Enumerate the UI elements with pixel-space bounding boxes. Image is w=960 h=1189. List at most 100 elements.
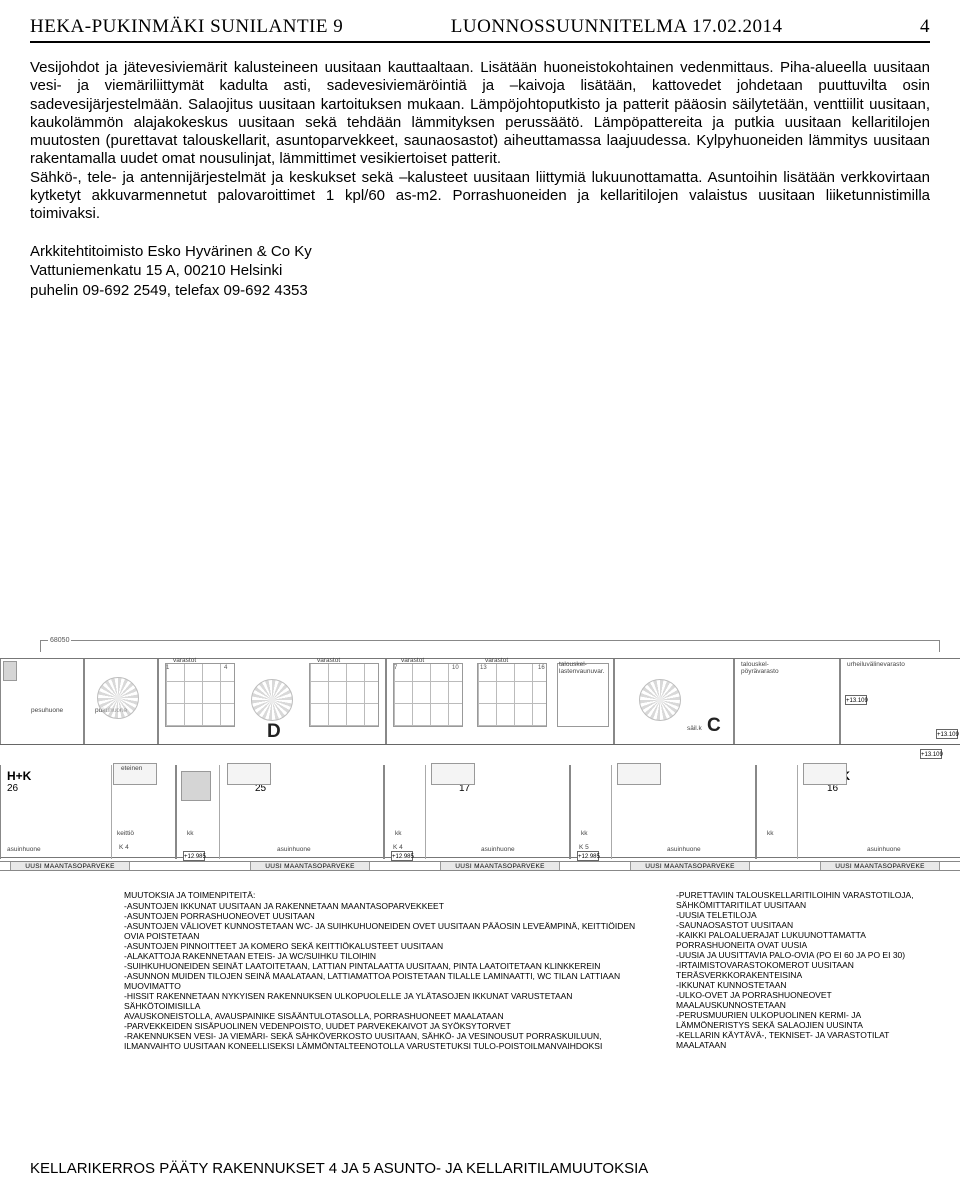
- notes-item: -IKKUNAT KUNNOSTETAAN: [676, 980, 936, 990]
- kk-label: kk: [581, 830, 588, 837]
- urheilu-label: urheiluvälinevarasto: [847, 661, 905, 668]
- eteinen: [227, 763, 271, 785]
- notes-title: MUUTOKSIA JA TOIMENPITEITÄ:: [124, 890, 644, 900]
- signature-block: Arkkitehtitoimisto Esko Hyvärinen & Co K…: [30, 242, 930, 301]
- storage-grid: [393, 663, 463, 727]
- notes-item: AVAUSKONEISTOLLA, AVAUSPAINIKE SISÄÄNTUL…: [124, 1011, 644, 1021]
- notes-item: -RAKENNUKSEN VESI- JA VIEMÄRI- SEKÄ SÄHK…: [124, 1031, 644, 1041]
- pesuhuone-label: pesuhuone: [31, 707, 63, 714]
- notes-item: -ULKO-OVET JA PORRASHUONEOVET MAALAUSKUN…: [676, 990, 936, 1010]
- sig-line-2: Vattuniemenkatu 15 A, 00210 Helsinki: [30, 261, 930, 281]
- unit-1: H+K 26 asuinhuone keittiö K 4 eteinen: [0, 765, 176, 859]
- varastot-label-4: varastot: [485, 657, 508, 664]
- kk-label: kk: [187, 830, 194, 837]
- notes-item: -ASUNTOJEN PINNOITTEET JA KOMERO SEKÄ KE…: [124, 941, 644, 951]
- notes-item: -SUIHKUHUONEIDEN SEINÄT LAATOITETAAN, LA…: [124, 961, 644, 971]
- parveke-seg: UUSI MAANTASOPARVEKE: [10, 862, 130, 870]
- elev-mark: +12.985: [391, 851, 413, 861]
- notes-item: -ASUNTOJEN VÄLIOVET KUNNOSTETAAN WC- JA …: [124, 921, 644, 941]
- stair-letter-c: C: [707, 715, 721, 737]
- parveke-seg: UUSI MAANTASOPARVEKE: [820, 862, 940, 870]
- varastot-label-3: varastot: [401, 657, 424, 664]
- parveke-seg: UUSI MAANTASOPARVEKE: [630, 862, 750, 870]
- notes-block: MUUTOKSIA JA TOIMENPITEITÄ: -ASUNTOJEN I…: [124, 890, 936, 1051]
- unit-2: H+K 25 kk asuinhuone +12.985: [176, 765, 384, 859]
- stair-letter-d: D: [267, 721, 281, 743]
- header-center: LUONNOSSUUNNITELMA 17.02.2014: [451, 16, 783, 38]
- notes-item: -KAIKKI PALOALUERAJAT LUKUUNOTTAMATTA PO…: [676, 930, 936, 950]
- stair-c-icon: [639, 679, 681, 721]
- eteinen: [617, 763, 661, 785]
- upper-strip: wc pesuhuone pukuhuone varastot D varast…: [0, 659, 960, 745]
- header-page: 4: [890, 16, 930, 38]
- asuinhuone-label: asuinhuone: [481, 846, 515, 853]
- notes-item: ILMANVAIHTO UUSITAAN KONEELLISEKSI LÄMMÖ…: [124, 1041, 644, 1051]
- storage-block-mid: varastot varastot talouskel- lastenvaunu…: [386, 659, 614, 744]
- eteinen: [431, 763, 475, 785]
- storage-grid: [309, 663, 379, 727]
- notes-item: -ASUNTOJEN PORRASHUONEOVET UUSITAAN: [124, 911, 644, 921]
- notes-item: -IRTAIMISTOVARASTOKOMEROT UUSITAAN TERÄS…: [676, 960, 936, 980]
- asuinhuone-label: asuinhuone: [867, 846, 901, 853]
- stair-icon: [97, 677, 139, 719]
- notes-item: -ASUNNON MUIDEN TILOJEN SEINÄ MAALATAAN,…: [124, 971, 644, 991]
- k5-label: K 5: [579, 844, 589, 851]
- unit-4: H+K kk K 5 asuinhuone +12.985: [570, 765, 756, 859]
- sig-line-1: Arkkitehtitoimisto Esko Hyvärinen & Co K…: [30, 242, 930, 262]
- notes-item: -ALAKATTOJA RAKENNETAAN ETEIS- JA WC/SUI…: [124, 951, 644, 961]
- floor-plan-drawing: 68050 wc pesuhuone pukuhuone varastot D …: [0, 640, 960, 1020]
- parveke-seg: UUSI MAANTASOPARVEKE: [440, 862, 560, 870]
- stair-d-icon: [251, 679, 293, 721]
- poyravarasto-block: talouskel- pöyrävarasto +13.109: [734, 659, 840, 744]
- dimension-overall: 68050: [48, 637, 71, 644]
- varastot-label-1: varastot: [173, 657, 196, 664]
- notes-col2-list: -PURETTAVIIN TALOUSKELLARITILOIHIN VARAS…: [676, 890, 936, 1050]
- storage-grid: [477, 663, 547, 727]
- notes-item: -ASUNTOJEN IKKUNAT UUSITAAN JA RAKENNETA…: [124, 901, 644, 911]
- notes-item: -HISSIT RAKENNETAAN NYKYISEN RAKENNUKSEN…: [124, 991, 644, 1011]
- parveke-seg: UUSI MAANTASOPARVEKE: [250, 862, 370, 870]
- shade: [3, 661, 17, 681]
- keittio-label: keittiö: [117, 830, 134, 837]
- unit-hk: H+K: [7, 769, 31, 783]
- poyravarasto-label: talouskel- pöyrävarasto: [741, 661, 835, 675]
- room-wc-pesu: wc pesuhuone: [0, 659, 84, 744]
- notes-item: -KELLARIN KÄYTÄVÄ-, TEKNISET- JA VARASTO…: [676, 1030, 936, 1050]
- k4-label: K 4: [393, 844, 403, 851]
- lower-strip: H+K 26 asuinhuone keittiö K 4 eteinen H+…: [0, 765, 960, 859]
- stair-c-block: C säil.k: [614, 659, 734, 744]
- elev-mark: +13.109: [936, 729, 958, 739]
- kk-label: kk: [395, 830, 402, 837]
- urheiluvaline-block: urheiluvälinevarasto +13.109: [840, 659, 960, 744]
- parveke-bar: UUSI MAANTASOPARVEKE UUSI MAANTASOPARVEK…: [0, 861, 960, 871]
- notes-item: -PARVEKKEIDEN SISÄPUOLINEN VEDENPOISTO, …: [124, 1021, 644, 1031]
- eteinen-label: eteinen: [121, 765, 142, 772]
- page-footer: KELLARIKERROS PÄÄTY RAKENNUKSET 4 JA 5 A…: [30, 1160, 648, 1177]
- notes-item: -UUSIA JA UUSITTAVIA PALO-OVIA (PO EI 60…: [676, 950, 936, 960]
- storage-grid: [165, 663, 235, 727]
- unit-3: H+K 17 kk K 4 asuinhuone +12.985: [384, 765, 570, 859]
- asuinhuone-label: asuinhuone: [7, 846, 41, 853]
- asuinhuone-label: asuinhuone: [667, 846, 701, 853]
- sailk-label: säil.k: [687, 725, 702, 732]
- varastot-label-2: varastot: [317, 657, 340, 664]
- notes-item: -SAUNAOSASTOT UUSITAAN: [676, 920, 936, 930]
- elev-mark: +12.985: [577, 851, 599, 861]
- paragraph-2: Sähkö-, tele- ja antennijärjestelmät ja …: [30, 169, 930, 224]
- elev-mark: +12.985: [183, 851, 205, 861]
- shade: [181, 771, 211, 801]
- header-left: HEKA-PUKINMÄKI SUNILANTIE 9: [30, 16, 343, 38]
- eteinen: [803, 763, 847, 785]
- notes-item: -UUSIA TELETILOJA: [676, 910, 936, 920]
- storage-block-d: varastot D varastot: [158, 659, 386, 744]
- elev-mark: +13.109: [920, 749, 942, 759]
- talouskel-label: talouskel- lastenvaunuvar.: [559, 661, 611, 675]
- dimension-line-top: [40, 640, 940, 652]
- plan-outline: wc pesuhuone pukuhuone varastot D varast…: [0, 658, 960, 858]
- sig-line-3: puhelin 09-692 2549, telefax 09-692 4353: [30, 281, 930, 301]
- unit-area: 26: [7, 783, 18, 794]
- unit-5: H+KK 16 kk asuinhuone: [756, 765, 960, 859]
- asuinhuone-label: asuinhuone: [277, 846, 311, 853]
- paragraph-1: Vesijohdot ja jätevesiviemärit kalustein…: [30, 59, 930, 169]
- notes-item: -PURETTAVIIN TALOUSKELLARITILOIHIN VARAS…: [676, 890, 936, 910]
